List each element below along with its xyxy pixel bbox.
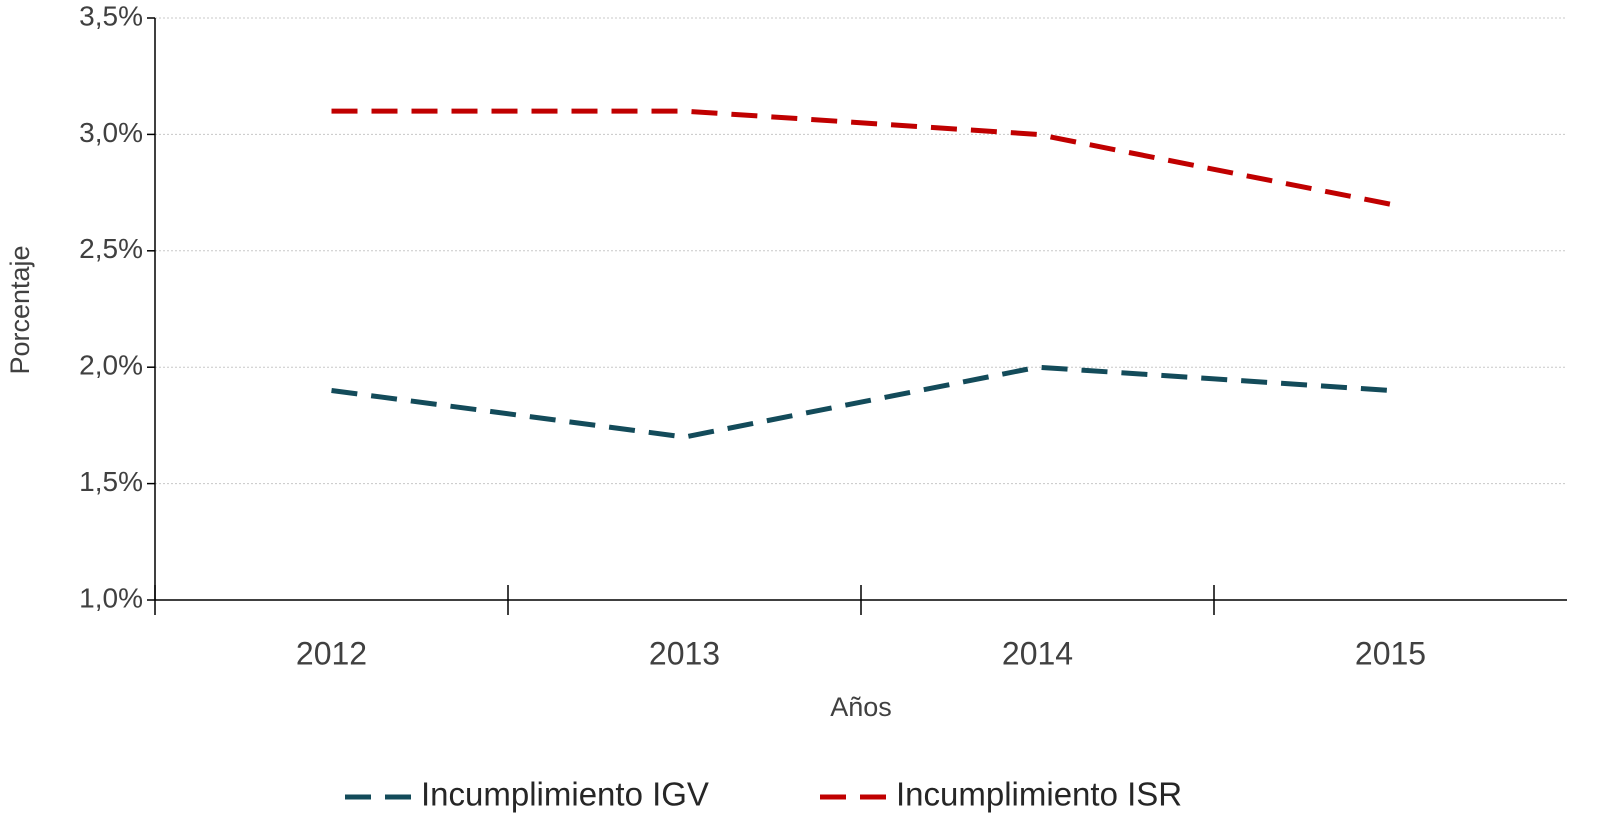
- y-axis-title: Porcentaje: [5, 245, 35, 374]
- x-axis-title: Años: [830, 692, 892, 722]
- line-series: [331, 108, 1391, 207]
- y-tick-label: 2,5%: [79, 233, 143, 264]
- legend-label: Incumplimiento ISR: [896, 776, 1182, 813]
- x-tick-label: 2014: [1002, 635, 1073, 671]
- y-tick-label: 3,0%: [79, 117, 143, 148]
- legend-label: Incumplimiento IGV: [421, 776, 709, 813]
- y-tick-label: 3,5%: [79, 0, 143, 31]
- x-tick-label: 2012: [296, 635, 367, 671]
- x-tick-label: 2015: [1355, 635, 1426, 671]
- line-series: [331, 364, 1391, 440]
- y-tick-label: 1,5%: [79, 466, 143, 497]
- x-tick-label: 2013: [649, 635, 720, 671]
- y-tick-label: 1,0%: [79, 582, 143, 613]
- y-tick-label: 2,0%: [79, 350, 143, 381]
